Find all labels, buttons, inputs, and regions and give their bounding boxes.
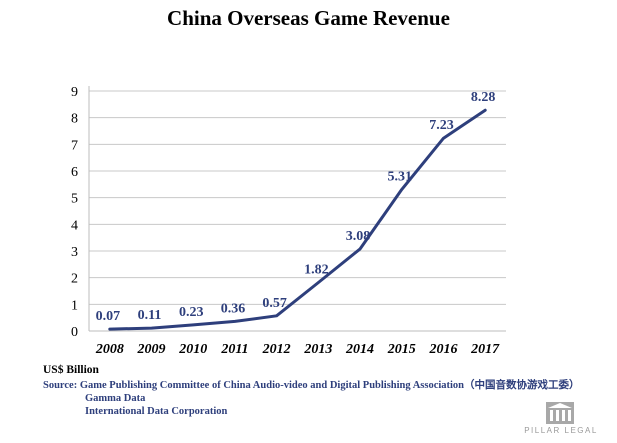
source-note: Source: Game Publishing Committee of Chi… bbox=[43, 379, 580, 418]
grid-lines bbox=[89, 90, 506, 305]
unit-label: US$ Billion bbox=[43, 364, 99, 376]
logo-text: PILLAR LEGAL bbox=[524, 426, 598, 435]
data-label: 1.82 bbox=[304, 262, 329, 277]
chart-title: China Overseas Game Revenue bbox=[167, 6, 450, 30]
x-tick-label: 2014 bbox=[345, 342, 374, 357]
y-tick-label: 0 bbox=[71, 325, 78, 340]
y-tick-label: 6 bbox=[71, 165, 78, 180]
x-tick-label: 2013 bbox=[303, 342, 332, 357]
source-line-1: Source: Game Publishing Committee of Chi… bbox=[43, 380, 580, 391]
series-line-layer bbox=[108, 108, 487, 331]
x-tick-label: 2008 bbox=[95, 342, 124, 357]
data-label: 5.31 bbox=[388, 169, 413, 184]
y-tick-label: 8 bbox=[71, 112, 78, 127]
x-tick-label: 2009 bbox=[137, 342, 166, 357]
data-label: 3.08 bbox=[346, 229, 371, 244]
y-tick-labels: 0 1 2 3 4 5 6 7 8 9 bbox=[71, 85, 78, 340]
data-label: 0.23 bbox=[179, 305, 204, 320]
x-tick-label: 2015 bbox=[387, 342, 416, 357]
data-labels: 0.07 0.11 0.23 0.36 0.57 1.82 3.08 5.31 7.23 8.28 bbox=[96, 90, 496, 324]
y-tick-label: 3 bbox=[71, 245, 78, 260]
y-tick-label: 2 bbox=[71, 272, 78, 287]
x-tick-label: 2011 bbox=[220, 342, 248, 357]
y-tick-label: 7 bbox=[71, 138, 78, 153]
axes bbox=[88, 86, 506, 332]
x-tick-label: 2012 bbox=[262, 342, 291, 357]
y-tick-label: 4 bbox=[71, 218, 78, 233]
x-tick-label: 2017 bbox=[470, 342, 500, 357]
source-line-3: International Data Corporation bbox=[85, 406, 228, 417]
x-tick-labels: 2008 2009 2010 2011 2012 2013 2014 2015 2016 2017 bbox=[95, 342, 500, 357]
data-label: 0.57 bbox=[262, 296, 287, 311]
pillar-legal-logo: PILLAR LEGAL bbox=[522, 400, 600, 438]
data-label: 0.07 bbox=[96, 309, 121, 324]
y-tick-label: 5 bbox=[71, 192, 78, 207]
x-tick-label: 2010 bbox=[178, 342, 207, 357]
x-tick-label: 2016 bbox=[428, 342, 457, 357]
y-tick-label: 9 bbox=[71, 85, 78, 100]
data-label: 0.11 bbox=[138, 308, 162, 323]
pillar-legal-logo-icon bbox=[546, 402, 574, 424]
series-line bbox=[108, 108, 487, 331]
y-tick-label: 1 bbox=[71, 298, 78, 313]
source-line-2: Gamma Data bbox=[85, 393, 146, 404]
data-label: 8.28 bbox=[471, 90, 496, 105]
data-label: 0.36 bbox=[221, 301, 246, 316]
data-label: 7.23 bbox=[429, 118, 454, 133]
